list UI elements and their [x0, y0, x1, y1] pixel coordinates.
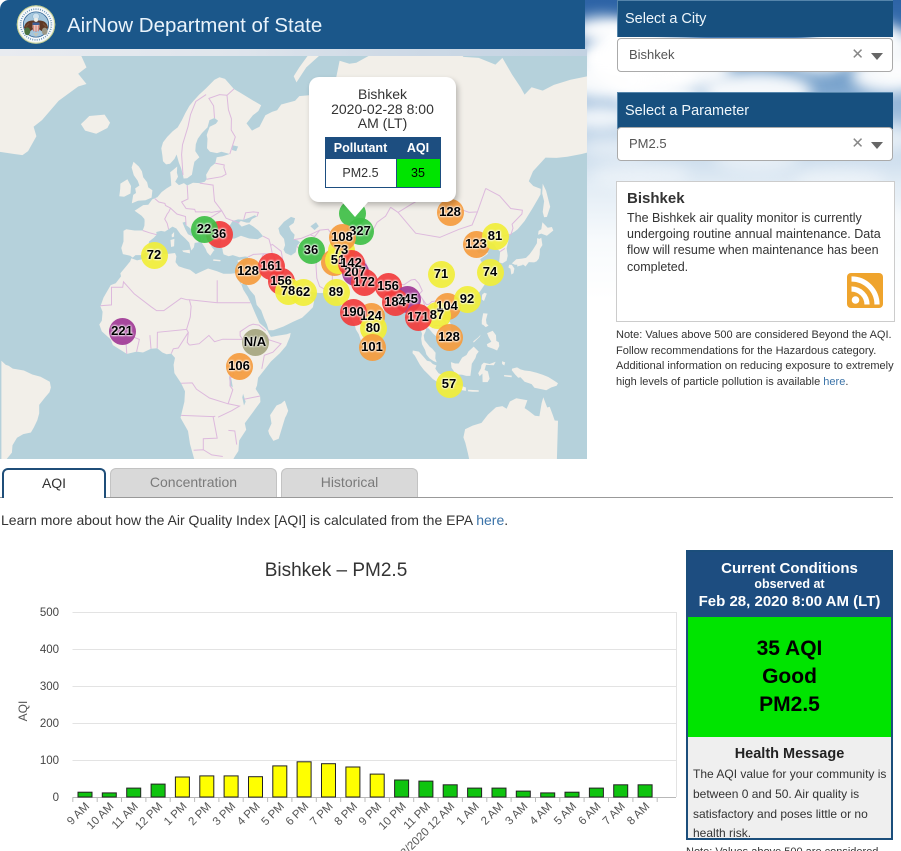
svg-text:7 AM: 7 AM [601, 801, 628, 828]
svg-text:400: 400 [40, 644, 59, 656]
svg-text:6 PM: 6 PM [284, 801, 311, 828]
svg-text:2 PM: 2 PM [186, 801, 213, 828]
svg-text:4 AM: 4 AM [528, 801, 555, 828]
svg-text:3 AM: 3 AM [503, 801, 530, 828]
svg-text:1 PM: 1 PM [162, 801, 189, 828]
svg-text:4 PM: 4 PM [235, 801, 262, 828]
svg-text:10 AM: 10 AM [85, 801, 117, 833]
svg-text:1 AM: 1 AM [455, 801, 482, 828]
svg-text:200: 200 [40, 718, 59, 730]
svg-text:5 PM: 5 PM [259, 801, 286, 828]
svg-text:8 PM: 8 PM [333, 801, 360, 828]
svg-text:8 AM: 8 AM [625, 801, 652, 828]
svg-text:7 PM: 7 PM [308, 801, 335, 828]
svg-text:300: 300 [40, 681, 59, 693]
svg-text:0: 0 [53, 792, 59, 804]
svg-text:500: 500 [40, 607, 59, 619]
svg-text:AirNow Department of State: AirNow Department of State [67, 14, 322, 37]
svg-text:12 PM: 12 PM [133, 801, 165, 833]
svg-text:6 AM: 6 AM [576, 801, 603, 828]
svg-text:3 PM: 3 PM [211, 801, 238, 828]
svg-text:AQI: AQI [16, 701, 30, 722]
svg-text:2 AM: 2 AM [479, 801, 506, 828]
svg-text:10 PM: 10 PM [377, 801, 409, 833]
svg-text:5 AM: 5 AM [552, 801, 579, 828]
svg-text:100: 100 [40, 755, 59, 767]
svg-text:Bishkek – PM2.5: Bishkek – PM2.5 [265, 560, 408, 581]
